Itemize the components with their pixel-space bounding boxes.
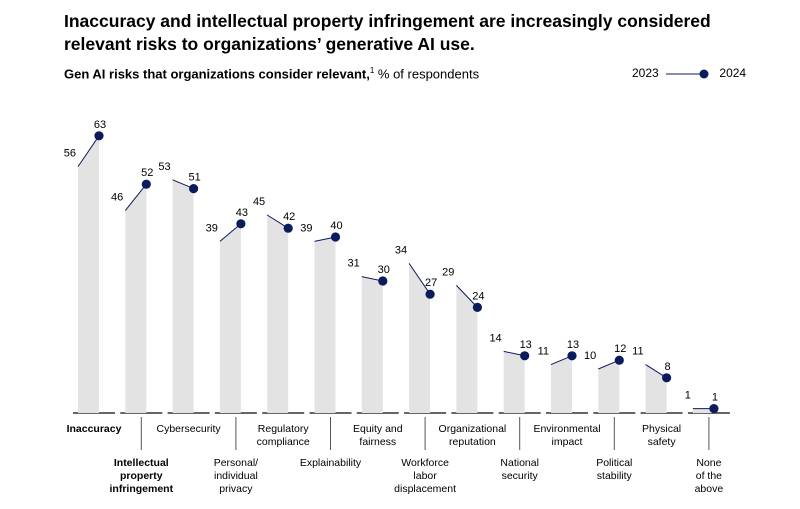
data-label-2023: 39 [300,222,312,234]
category-label: None [696,457,721,469]
connector-line [124,183,147,211]
bar [598,360,620,413]
category-label: individual [214,470,258,482]
bar [456,285,478,413]
category-label: National [500,457,539,469]
legend-line-icon [666,69,709,79]
subtitle-footnote: 1 [369,66,375,75]
category-label: of the [696,470,722,482]
connector-line [77,135,100,167]
bar [645,364,667,413]
data-label-2023: 39 [206,222,218,234]
category-label: reputation [449,436,496,448]
data-label-2023: 11 [632,346,643,358]
category-label: Environmental [533,423,600,435]
category-label: stability [597,470,633,482]
bar [409,263,431,413]
data-point-2024 [283,223,293,233]
data-label-2024: 13 [567,339,579,351]
connector-line [456,285,478,308]
category-label: displacement [394,483,456,495]
data-point-2024 [472,302,482,312]
data-point-2024 [614,355,624,365]
data-label-2024: 1 [712,392,718,404]
category-label: Cybersecurity [157,423,222,435]
category-label: Intellectual [114,457,169,469]
data-label-2024: 12 [614,343,626,355]
category-label: safety [648,436,677,448]
data-label-2023: 46 [111,192,123,204]
data-label-2024: 42 [283,211,295,223]
subtitle-bold: Gen AI risks that organizations consider… [64,66,370,82]
category-label: impact [552,436,583,448]
bar [692,408,714,413]
category-label: Physical [642,423,681,435]
data-label-2024: 8 [665,361,671,373]
bar [314,237,336,413]
data-point-2024 [425,289,435,299]
bar [172,179,194,413]
legend-2024-label: 2024 [719,66,747,80]
data-label-2024: 52 [141,167,153,179]
category-label: Inaccuracy [67,423,122,435]
data-label-2024: 63 [94,119,106,131]
bar [267,215,289,413]
legend: 2023 2024 [632,66,746,80]
data-label-2023: 34 [395,244,407,256]
data-point-2024 [94,131,104,141]
data-label-2024: 30 [378,264,390,276]
data-point-2024 [330,232,341,242]
data-label-2023: 29 [442,266,454,278]
data-label-2023: 56 [64,148,76,160]
data-label-2023: 45 [253,196,265,208]
bar [361,276,383,413]
category-label: Regulatory [258,423,310,435]
data-label-2023: 14 [489,332,501,344]
data-point-2024 [236,219,246,229]
data-label-2023: 11 [538,346,549,358]
category-label: Personal/ [214,457,258,469]
category-label: Workforce [401,457,449,469]
data-label-2024: 43 [236,207,248,219]
data-point-2024 [662,373,672,383]
category-label: security [502,470,539,482]
data-label-2024: 27 [425,277,437,289]
data-label-2023: 53 [158,161,170,173]
category-label: fairness [359,436,396,448]
data-label-2024: 24 [472,290,484,302]
category-label: property [120,470,163,482]
category-label: privacy [219,483,253,495]
category-label: Organizational [439,423,507,435]
data-point-2024 [141,179,151,189]
data-point-2024 [189,184,199,194]
data-label-2024: 40 [330,220,342,232]
data-label-2023: 10 [584,350,596,362]
category-label: Political [596,457,632,469]
category-label: labor [413,470,437,482]
category-label: infringement [110,483,174,495]
subtitle-unit: % of respondents [374,66,480,82]
category-label: Equity and [353,423,403,435]
bar [125,184,147,413]
connector-line [408,263,431,295]
data-label-2023: 1 [685,390,691,402]
chart-title: Inaccuracy and intellectual property inf… [64,11,711,54]
data-label-2024: 13 [520,339,532,351]
bar [551,355,572,413]
data-point-2024 [709,404,719,414]
category-label: above [695,483,724,495]
data-point-2024 [567,351,577,361]
bar [78,135,99,414]
bar [503,351,525,413]
bar [219,223,241,413]
legend-2023-label: 2023 [632,66,659,80]
data-point-2024 [378,276,388,286]
category-label: Explainability [300,457,362,469]
data-point-2024 [520,351,530,361]
data-label-2023: 31 [348,258,360,270]
data-label-2024: 51 [188,172,200,184]
category-label: compliance [257,436,310,448]
chart-subtitle: Gen AI risks that organizations consider… [64,66,479,81]
